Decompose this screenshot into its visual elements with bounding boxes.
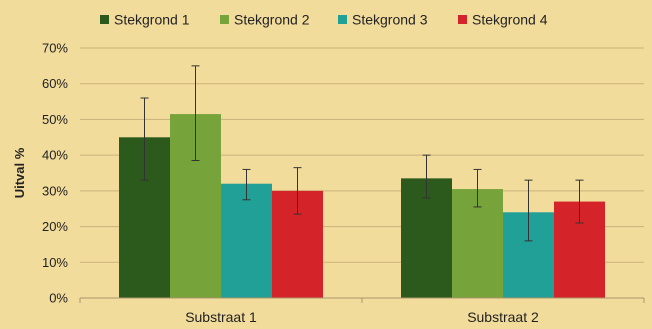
error-bar: [575, 179, 584, 224]
legend-label: Stekgrond 2: [234, 12, 310, 28]
x-axis: Substraat 1 Substraat 2: [79, 297, 645, 325]
error-bar: [524, 179, 533, 242]
x-category-label: Substraat 1: [185, 309, 257, 325]
y-tick-label: 60%: [42, 76, 68, 91]
y-tick-label: 0%: [49, 291, 68, 306]
legend-swatch: [100, 15, 109, 24]
y-tick-label: 70%: [42, 41, 68, 56]
error-bar: [422, 154, 431, 199]
y-tick-label: 40%: [42, 148, 68, 163]
error-bar: [140, 97, 149, 181]
legend-label: Stekgrond 4: [472, 12, 548, 28]
y-axis-title: Uitval %: [12, 147, 27, 198]
bar: [221, 183, 272, 298]
legend-swatch: [220, 15, 229, 24]
legend: Stekgrond 1 Stekgrond 2 Stekgrond 3 Stekgro…: [100, 12, 548, 28]
legend-item: Stekgrond 4: [458, 12, 548, 28]
y-tick-label: 50%: [42, 112, 68, 127]
y-axis-ticks: 0% 10% 20% 30% 40% 50% 60% 70%: [42, 41, 68, 306]
legend-item: Stekgrond 1: [100, 12, 190, 28]
legend-swatch: [338, 15, 347, 24]
legend-item: Stekgrond 2: [220, 12, 310, 28]
error-bar: [242, 168, 251, 201]
x-category-label: Substraat 2: [467, 309, 539, 325]
legend-item: Stekgrond 3: [338, 12, 428, 28]
error-bars: [140, 65, 584, 242]
y-tick-label: 10%: [42, 255, 68, 270]
error-bar: [191, 65, 200, 161]
y-tick-label: 20%: [42, 219, 68, 234]
y-tick-label: 30%: [42, 183, 68, 198]
legend-label: Stekgrond 3: [352, 12, 428, 28]
error-bar: [473, 168, 482, 208]
legend-swatch: [458, 15, 467, 24]
error-bar: [293, 167, 302, 215]
legend-label: Stekgrond 1: [114, 12, 190, 28]
bars: [119, 114, 605, 298]
